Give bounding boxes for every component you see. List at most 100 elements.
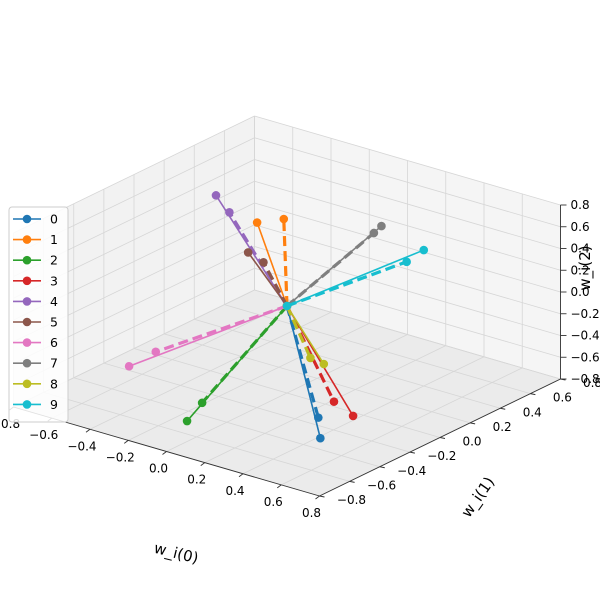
- series-1-solid-line: [256, 222, 288, 307]
- legend-label-6: 6: [50, 335, 58, 350]
- legend-label-0: 0: [50, 212, 58, 227]
- series-7-point: [369, 228, 379, 238]
- z-tick-label: 0.4: [571, 242, 590, 256]
- series-3-point: [329, 397, 339, 406]
- series-5-point: [243, 248, 253, 257]
- x-tick-mark: [238, 473, 244, 478]
- legend-label-9: 9: [50, 397, 58, 412]
- z-axis-label: w_i(2): [576, 245, 595, 290]
- series-8-point: [319, 359, 329, 369]
- series-7-dashed-line: [285, 231, 375, 308]
- y-tick-label: 0.2: [493, 420, 512, 434]
- z-tick-label: 0.8: [571, 198, 590, 212]
- grid-line: [254, 202, 561, 293]
- y-tick-mark: [530, 393, 536, 396]
- legend: 0 1 2 3 4 5 6 7 8 9: [8, 206, 69, 423]
- series-5: [243, 248, 292, 311]
- y-tick-label: −0.8: [337, 493, 366, 507]
- grid-line: [133, 348, 441, 438]
- x-tick-mark: [123, 440, 129, 444]
- x-tick-mark: [200, 462, 206, 466]
- series-6-dashed-line: [155, 304, 288, 354]
- y-tick-label: 0.0: [462, 435, 481, 449]
- grid-line: [254, 115, 561, 206]
- series-lines: [124, 191, 429, 443]
- y-tick-mark: [560, 378, 566, 381]
- series-8: [282, 301, 329, 369]
- grid-line: [242, 356, 485, 475]
- y-tick-mark: [439, 437, 446, 439]
- x-tick-label: −0.4: [67, 439, 96, 453]
- legend-label-8: 8: [50, 376, 58, 391]
- series-6-point: [151, 347, 161, 357]
- legend-marker-6: [22, 338, 32, 347]
- series-5-dashed-line: [262, 261, 289, 307]
- grid-line: [281, 367, 523, 486]
- z-tick-label: −0.6: [571, 350, 600, 364]
- series-5-solid-line: [247, 251, 288, 307]
- x-tick-label: 0.8: [302, 506, 321, 520]
- series-1-point: [279, 214, 289, 224]
- x-tick-label: −0.2: [106, 450, 135, 464]
- y-tick-label: 0.8: [583, 376, 600, 390]
- grid-line: [194, 318, 501, 409]
- x-tick-mark: [315, 495, 320, 500]
- y-tick-mark: [409, 451, 415, 454]
- z-tick-label: 0.6: [571, 220, 590, 234]
- series-6-solid-line: [128, 305, 288, 367]
- x-tick-label: −0.6: [29, 428, 58, 442]
- series-2-dashed-line: [200, 304, 289, 404]
- x-tick-label: 0.0: [149, 462, 168, 476]
- series-9-point: [402, 257, 411, 267]
- legend-marker-0: [22, 214, 32, 224]
- y-tick-mark: [319, 495, 325, 498]
- y-tick-mark: [349, 480, 355, 483]
- legend-label-3: 3: [50, 273, 58, 288]
- series-9-point: [419, 245, 429, 255]
- y-tick-label: 0.4: [523, 405, 542, 419]
- legend-marker-1: [22, 235, 32, 244]
- x-tick-label: 0.6: [264, 495, 283, 509]
- series-3-point: [348, 411, 358, 421]
- y-tick-mark: [470, 422, 476, 425]
- axes-ticks: −0.8−0.8−0.8−0.6−0.6−0.6−0.4−0.4−0.4−0.2…: [0, 198, 600, 520]
- series-8-point: [306, 353, 315, 363]
- series-1: [252, 214, 292, 311]
- series-0-point: [314, 413, 323, 422]
- z-tick-label: 0.2: [571, 263, 590, 277]
- y-tick-mark: [379, 466, 385, 469]
- y-axis-label: w_i(1): [458, 473, 499, 521]
- legend-marker-5: [22, 317, 32, 327]
- x-tick-label: 0.2: [187, 473, 206, 487]
- legend-marker-9: [22, 400, 32, 409]
- legend-marker-7: [22, 358, 32, 368]
- x-axis-label: w_i(0): [152, 539, 200, 568]
- x-tick-mark: [276, 484, 282, 489]
- y-tick-label: −0.6: [367, 478, 396, 492]
- legend-label-1: 1: [50, 232, 58, 247]
- legend-marker-4: [22, 297, 32, 306]
- series-5-point: [259, 258, 268, 267]
- y-tick-mark: [500, 407, 506, 410]
- x-tick-label: 0.4: [225, 484, 244, 498]
- series-6-point: [124, 361, 134, 371]
- grid-line: [254, 289, 561, 380]
- series-8-solid-line: [286, 305, 325, 365]
- legend-label-4: 4: [50, 294, 58, 309]
- series-9-origin-point: [282, 301, 292, 311]
- series-8-dashed-line: [285, 305, 312, 359]
- grid-line: [254, 159, 561, 249]
- grid-line: [254, 137, 561, 228]
- series-2-point: [182, 416, 192, 426]
- legend-label-5: 5: [50, 315, 58, 330]
- series-1-point: [252, 218, 262, 227]
- y-tick-label: 0.6: [553, 391, 572, 405]
- grid-line: [204, 345, 446, 463]
- y-tick-label: −0.2: [427, 449, 456, 463]
- z-tick-label: −0.4: [571, 329, 600, 343]
- series-7-point: [377, 221, 386, 231]
- grid-line: [164, 333, 471, 424]
- series-0-point: [316, 433, 325, 443]
- series-9: [282, 245, 429, 311]
- series-9-dashed-line: [286, 260, 408, 308]
